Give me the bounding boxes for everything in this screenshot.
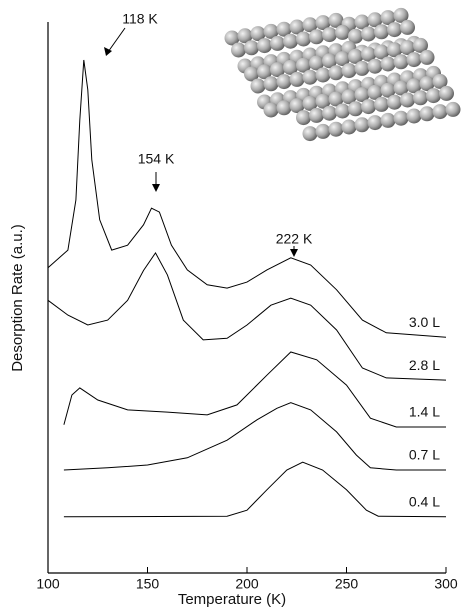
sphere (381, 113, 396, 128)
sphere (244, 40, 259, 55)
sphere (394, 111, 409, 126)
sphere (322, 106, 337, 121)
sphere (277, 74, 292, 89)
sphere (368, 59, 383, 74)
annotation: 118 K (122, 11, 158, 27)
sphere (316, 68, 331, 83)
x-axis-label: Temperature (K) (178, 591, 286, 608)
x-tick-label: 200 (235, 576, 259, 592)
sphere (309, 108, 324, 123)
series-label: 3.0 L (409, 314, 440, 330)
series-label: 2.8 L (409, 357, 440, 373)
annotation: 154 K (138, 151, 175, 167)
sphere (387, 22, 402, 37)
sphere (231, 43, 246, 58)
sphere (283, 34, 298, 49)
sphere (348, 101, 363, 116)
sphere (270, 36, 285, 51)
sphere (329, 122, 344, 137)
series-label: 1.4 L (409, 404, 440, 420)
annotation-arrow (290, 249, 298, 257)
sphere (257, 38, 272, 53)
sphere (394, 54, 409, 69)
sphere (322, 27, 337, 42)
sphere (420, 50, 435, 65)
sphere (439, 86, 454, 101)
sphere (264, 76, 279, 91)
sphere (433, 104, 448, 119)
sphere (355, 61, 370, 76)
surface-inset (225, 8, 461, 141)
sphere (407, 109, 422, 124)
spectrum-line (64, 403, 446, 470)
sphere (355, 117, 370, 132)
spectrum-line (48, 253, 446, 380)
chart: Temperature (K) Desorption Rate (a.u.) 1… (0, 0, 461, 610)
x-tick-label: 100 (36, 576, 60, 592)
sphere (374, 97, 389, 112)
sphere (303, 126, 318, 141)
sphere (368, 115, 383, 130)
sphere (316, 124, 331, 139)
sphere (361, 27, 376, 42)
y-axis-label: Desorption Rate (a.u.) (9, 224, 26, 372)
sphere (342, 63, 357, 78)
sphere (400, 93, 415, 108)
sphere (303, 70, 318, 85)
sphere (400, 20, 415, 35)
sphere (296, 110, 311, 125)
sphere (407, 52, 422, 67)
sphere (277, 100, 292, 115)
sphere (342, 120, 357, 135)
sphere (296, 32, 311, 47)
sphere (335, 25, 350, 40)
sphere (446, 102, 461, 117)
spectrum-line (64, 352, 446, 427)
annotation: 222 K (276, 231, 313, 247)
sphere (361, 99, 376, 114)
x-tick-label: 150 (136, 576, 160, 592)
sphere (413, 90, 428, 105)
sphere (329, 65, 344, 80)
sphere (420, 106, 435, 121)
sphere (264, 103, 279, 118)
sphere (381, 57, 396, 72)
sphere (387, 95, 402, 110)
x-tick-label: 300 (434, 576, 458, 592)
annotation-arrow (108, 28, 125, 52)
sphere (335, 104, 350, 119)
sphere (374, 24, 389, 39)
x-tick-label: 250 (335, 576, 359, 592)
sphere (309, 29, 324, 44)
series-label: 0.7 L (409, 447, 440, 463)
sphere (290, 72, 305, 87)
series-label: 0.4 L (409, 494, 440, 510)
page: {"chart_data": {"type": "line", "x_label… (0, 0, 461, 610)
spectrum-line (64, 462, 446, 517)
sphere (426, 88, 441, 103)
sphere (251, 79, 266, 94)
annotation-arrow (152, 184, 160, 192)
